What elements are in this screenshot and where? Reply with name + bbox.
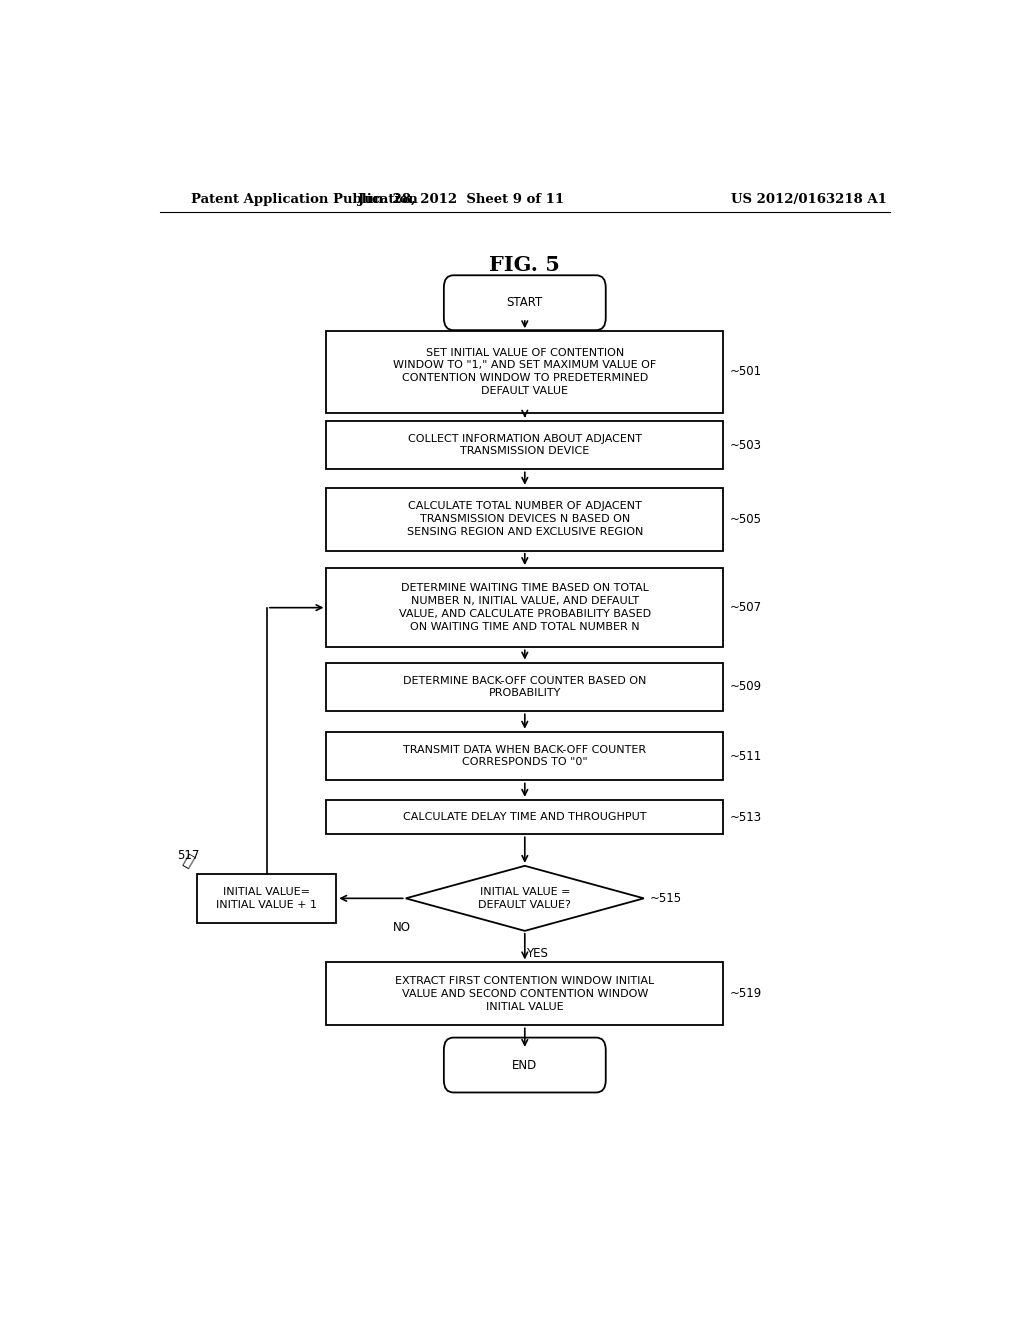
Text: ~503: ~503 bbox=[729, 438, 762, 451]
Text: ~519: ~519 bbox=[729, 987, 762, 1001]
Text: NO: NO bbox=[393, 921, 411, 933]
Text: INITIAL VALUE =
DEFAULT VALUE?: INITIAL VALUE = DEFAULT VALUE? bbox=[478, 887, 571, 909]
Bar bbox=[327, 962, 723, 1026]
Text: DETERMINE WAITING TIME BASED ON TOTAL
NUMBER N, INITIAL VALUE, AND DEFAULT
VALUE: DETERMINE WAITING TIME BASED ON TOTAL NU… bbox=[398, 583, 651, 632]
Text: CALCULATE TOTAL NUMBER OF ADJACENT
TRANSMISSION DEVICES N BASED ON
SENSING REGIO: CALCULATE TOTAL NUMBER OF ADJACENT TRANS… bbox=[407, 502, 643, 537]
Bar bbox=[327, 800, 723, 834]
Text: ~515: ~515 bbox=[650, 892, 682, 904]
Text: EXTRACT FIRST CONTENTION WINDOW INITIAL
VALUE AND SECOND CONTENTION WINDOW
INITI: EXTRACT FIRST CONTENTION WINDOW INITIAL … bbox=[395, 975, 654, 1011]
Text: ~513: ~513 bbox=[729, 810, 762, 824]
Bar bbox=[327, 663, 723, 711]
Text: START: START bbox=[507, 296, 543, 309]
Text: ~509: ~509 bbox=[729, 680, 762, 693]
Text: SET INITIAL VALUE OF CONTENTION
WINDOW TO "1," AND SET MAXIMUM VALUE OF
CONTENTI: SET INITIAL VALUE OF CONTENTION WINDOW T… bbox=[393, 347, 656, 396]
Text: ~505: ~505 bbox=[729, 512, 762, 525]
Text: Patent Application Publication: Patent Application Publication bbox=[191, 193, 418, 206]
Text: US 2012/0163218 A1: US 2012/0163218 A1 bbox=[731, 193, 887, 206]
Bar bbox=[327, 421, 723, 470]
Text: DETERMINE BACK-OFF COUNTER BASED ON
PROBABILITY: DETERMINE BACK-OFF COUNTER BASED ON PROB… bbox=[403, 676, 646, 698]
Text: ~501: ~501 bbox=[729, 366, 762, 379]
Bar bbox=[327, 487, 723, 550]
Text: TRANSMIT DATA WHEN BACK-OFF COUNTER
CORRESPONDS TO "0": TRANSMIT DATA WHEN BACK-OFF COUNTER CORR… bbox=[403, 744, 646, 767]
Text: COLLECT INFORMATION ABOUT ADJACENT
TRANSMISSION DEVICE: COLLECT INFORMATION ABOUT ADJACENT TRANS… bbox=[408, 434, 642, 457]
Text: YES: YES bbox=[525, 948, 548, 960]
Text: 517: 517 bbox=[177, 849, 200, 862]
Text: ~507: ~507 bbox=[729, 601, 762, 614]
Text: END: END bbox=[512, 1059, 538, 1072]
Text: ~511: ~511 bbox=[729, 750, 762, 763]
Text: FIG. 5: FIG. 5 bbox=[489, 255, 560, 275]
Bar bbox=[327, 568, 723, 647]
Bar bbox=[198, 874, 336, 923]
Bar bbox=[327, 331, 723, 412]
FancyBboxPatch shape bbox=[443, 1038, 606, 1093]
FancyBboxPatch shape bbox=[443, 276, 606, 330]
Text: Jun. 28, 2012  Sheet 9 of 11: Jun. 28, 2012 Sheet 9 of 11 bbox=[358, 193, 564, 206]
Text: CALCULATE DELAY TIME AND THROUGHPUT: CALCULATE DELAY TIME AND THROUGHPUT bbox=[403, 812, 646, 822]
Text: ⌣: ⌣ bbox=[180, 853, 196, 870]
Polygon shape bbox=[406, 866, 644, 931]
Bar bbox=[327, 731, 723, 780]
Text: INITIAL VALUE=
INITIAL VALUE + 1: INITIAL VALUE= INITIAL VALUE + 1 bbox=[216, 887, 317, 909]
